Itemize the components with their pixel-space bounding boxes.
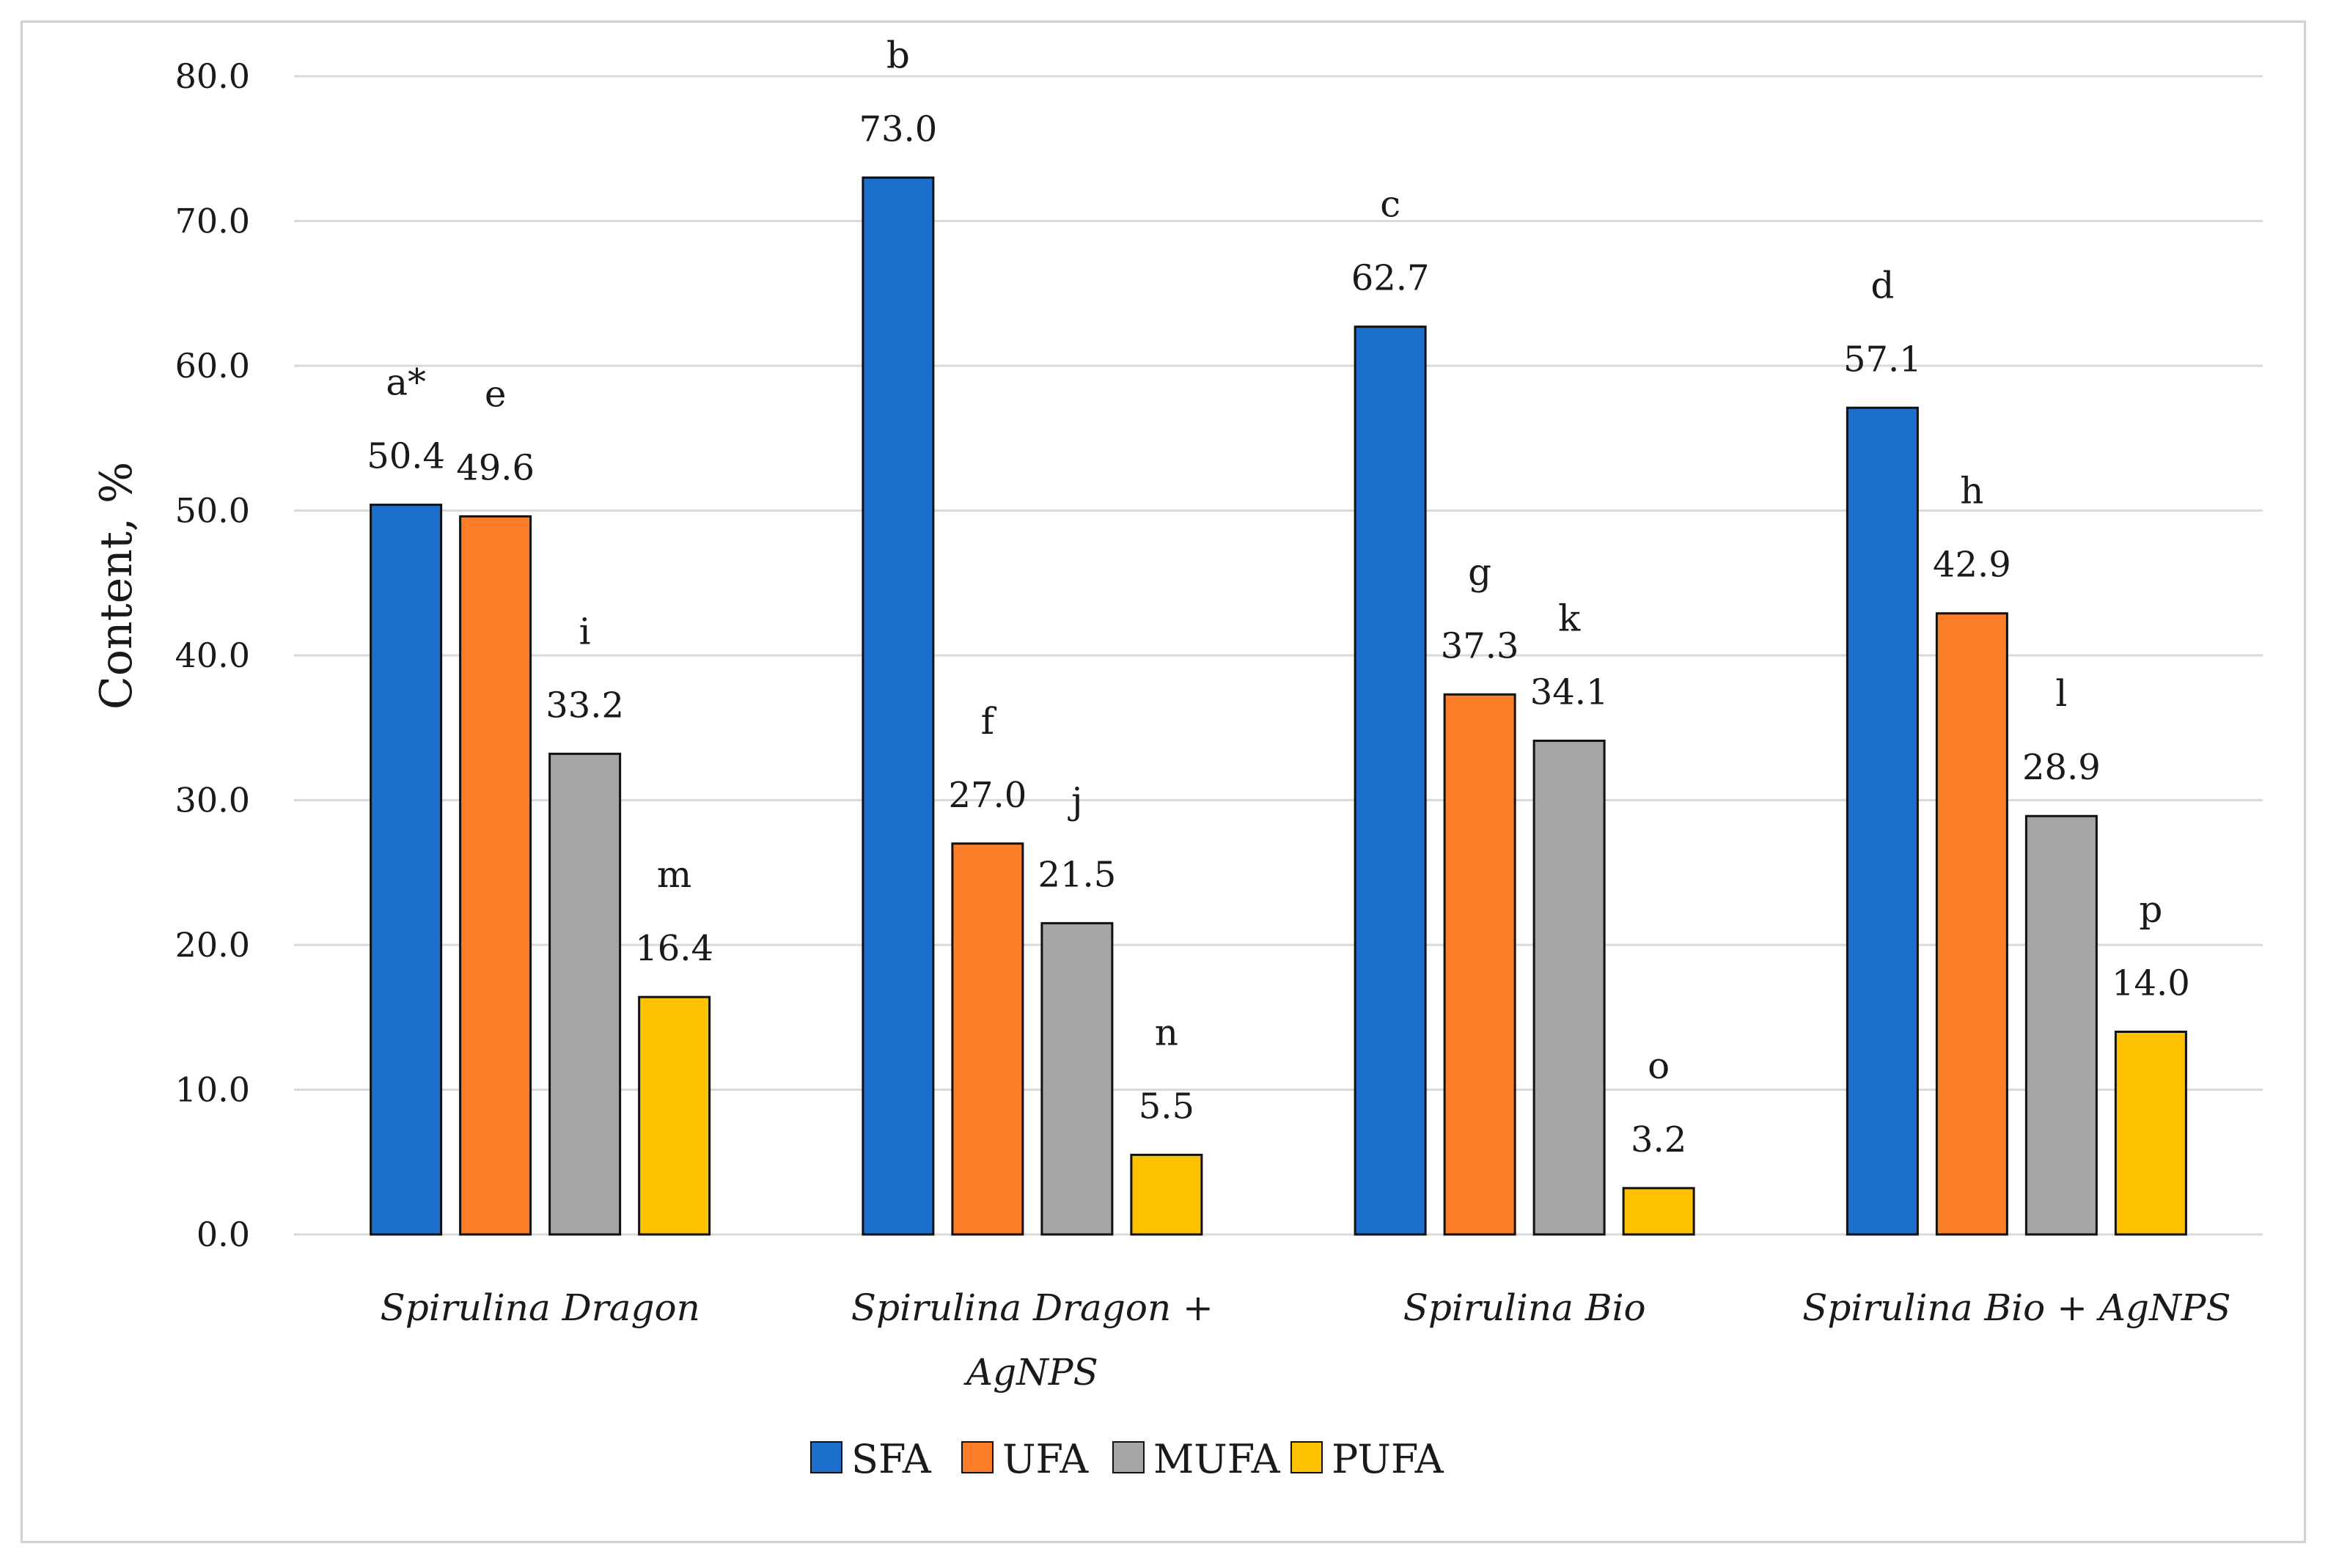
y-tick-label: 80.0: [175, 56, 250, 96]
significance-letter: k: [1558, 597, 1581, 640]
bar-sfa: [1354, 325, 1427, 1236]
bar-pufa: [1622, 1187, 1695, 1236]
legend-swatch-pufa: [1290, 1441, 1323, 1473]
legend-label-sfa: SFA: [851, 1436, 932, 1482]
data-label: 21.5: [1038, 854, 1116, 895]
y-tick-label: 50.0: [175, 491, 250, 531]
significance-letter: b: [886, 34, 910, 76]
data-label: 73.0: [859, 108, 937, 150]
data-label: 50.4: [367, 436, 445, 477]
y-tick-label: 20.0: [175, 925, 250, 965]
bar-mufa: [548, 752, 622, 1236]
data-label: 62.7: [1351, 258, 1430, 299]
chart-frame: 0.0 10.0 20.0 30.0 40.0 50.0 60.0 70.0 80.0 50.4…: [21, 21, 2306, 1543]
data-label: 14.0: [2112, 963, 2190, 1004]
data-label: 3.2: [1631, 1119, 1686, 1160]
significance-letter: e: [485, 372, 507, 415]
legend-label-ufa: UFA: [1002, 1436, 1089, 1482]
legend-label-pufa: PUFA: [1332, 1436, 1444, 1482]
bar-sfa: [1846, 406, 1919, 1236]
bar-ufa: [1935, 612, 2008, 1236]
significance-letter: f: [981, 700, 997, 743]
category-label: Spirulina Bio: [1403, 1287, 1646, 1329]
y-axis-ticks: 0.0 10.0 20.0 30.0 40.0 50.0 60.0 70.0 80.0: [175, 56, 250, 1254]
bar-pufa: [1130, 1153, 1203, 1236]
data-labels: 50.4 a* 49.6 e 33.2 i 16.4 m 73.0 b 27.0 f 21.5 j 5.5 n…: [367, 34, 2190, 1160]
y-tick-label: 0.0: [197, 1215, 250, 1254]
legend-swatch-sfa: [810, 1441, 842, 1473]
significance-letter: n: [1155, 1011, 1178, 1053]
category-label: Spirulina Bio + AgNPS: [1802, 1287, 2231, 1329]
category-label: Spirulina Dragon +: [851, 1287, 1213, 1329]
bar-mufa: [1532, 740, 1606, 1236]
significance-letter: j: [1068, 779, 1083, 822]
data-label: 37.3: [1441, 625, 1519, 666]
bars: [370, 176, 2187, 1236]
bar-ufa: [459, 515, 532, 1236]
legend-label-mufa: MUFA: [1153, 1436, 1281, 1482]
category-label: Spirulina Dragon: [380, 1287, 699, 1329]
y-tick-label: 30.0: [175, 781, 250, 820]
data-label: 28.9: [2022, 747, 2101, 788]
gridlines: [294, 75, 2263, 1236]
significance-letter: m: [657, 853, 691, 896]
bar-chart: 0.0 10.0 20.0 30.0 40.0 50.0 60.0 70.0 80.0 50.4…: [91, 34, 2263, 1482]
data-label: 49.6: [456, 447, 535, 488]
x-axis-categories: Spirulina Dragon Spirulina Dragon + AgNPS S…: [380, 1287, 2230, 1394]
bar-ufa: [951, 842, 1024, 1236]
significance-letter: h: [1960, 470, 1983, 512]
y-axis-label: Content, %: [91, 462, 142, 710]
data-label: 34.1: [1530, 672, 1609, 713]
significance-letter: c: [1380, 183, 1400, 226]
y-tick-label: 10.0: [175, 1070, 250, 1110]
significance-letter: g: [1468, 551, 1491, 593]
data-label: 33.2: [546, 685, 624, 726]
data-label: 42.9: [1933, 545, 2011, 586]
bar-mufa: [2024, 814, 2098, 1236]
significance-letter: d: [1870, 264, 1894, 306]
legend-swatch-ufa: [961, 1441, 994, 1473]
data-label: 57.1: [1843, 339, 1922, 380]
y-tick-label: 70.0: [175, 202, 250, 241]
legend: SFA UFA MUFA PUFA: [810, 1436, 1444, 1482]
legend-swatch-mufa: [1112, 1441, 1145, 1473]
data-label: 16.4: [635, 928, 713, 969]
data-label: 27.0: [948, 775, 1027, 816]
bar-pufa: [638, 995, 711, 1236]
y-tick-label: 40.0: [175, 636, 250, 675]
significance-letter: o: [1648, 1045, 1670, 1087]
significance-letter: l: [2055, 672, 2067, 715]
significance-letter: a*: [386, 361, 426, 404]
significance-letter: p: [2139, 888, 2162, 931]
significance-letter: i: [579, 610, 591, 652]
data-label: 5.5: [1139, 1086, 1194, 1127]
y-tick-label: 60.0: [175, 346, 250, 386]
bar-pufa: [2114, 1031, 2187, 1236]
bar-mufa: [1040, 921, 1114, 1236]
bar-ufa: [1443, 693, 1516, 1236]
category-label: AgNPS: [963, 1351, 1098, 1394]
bar-sfa: [862, 176, 935, 1236]
bar-sfa: [370, 504, 443, 1236]
